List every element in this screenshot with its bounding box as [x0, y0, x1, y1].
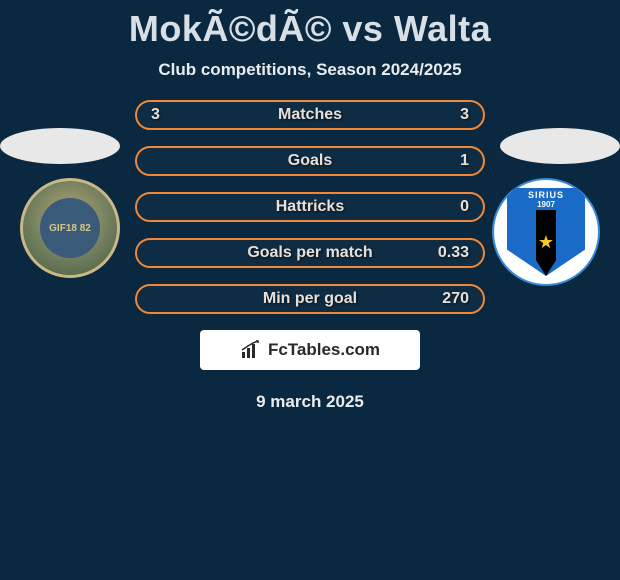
club-logo-left: GIF 18 82 [20, 178, 120, 278]
stat-row: Hattricks 0 [135, 192, 485, 222]
stat-row: Min per goal 270 [135, 284, 485, 314]
stat-label: Goals per match [247, 244, 372, 262]
club-left-initials: GIF [49, 223, 66, 234]
brand-badge[interactable]: FcTables.com [200, 330, 420, 370]
club-logo-right: SIRIUS 1907 ★ [492, 178, 600, 286]
stat-label: Hattricks [276, 198, 344, 216]
player-photo-right [500, 128, 620, 164]
stat-label: Matches [278, 106, 342, 124]
star-icon: ★ [538, 232, 554, 253]
club-right-name: SIRIUS [528, 190, 564, 200]
date-text: 9 march 2025 [0, 392, 620, 412]
subtitle: Club competitions, Season 2024/2025 [0, 60, 620, 80]
brand-text: FcTables.com [268, 340, 380, 360]
stats-list: 3 Matches 3 Goals 1 Hattricks 0 Goals pe… [135, 100, 485, 314]
stat-row: Goals 1 [135, 146, 485, 176]
stat-right-value: 0.33 [438, 244, 469, 262]
club-right-year: 1907 [537, 200, 555, 209]
stat-label: Goals [288, 152, 332, 170]
stat-label: Min per goal [263, 290, 357, 308]
club-left-years: 18 82 [66, 223, 91, 234]
stat-right-value: 0 [460, 198, 469, 216]
stat-row: 3 Matches 3 [135, 100, 485, 130]
stat-row: Goals per match 0.33 [135, 238, 485, 268]
stat-right-value: 270 [442, 290, 469, 308]
stat-right-value: 1 [460, 152, 469, 170]
player-photo-left [0, 128, 120, 164]
chart-icon [240, 340, 262, 360]
page-title: MokÃ©dÃ© vs Walta [0, 0, 620, 50]
stat-left-value: 3 [151, 106, 160, 124]
stat-right-value: 3 [460, 106, 469, 124]
